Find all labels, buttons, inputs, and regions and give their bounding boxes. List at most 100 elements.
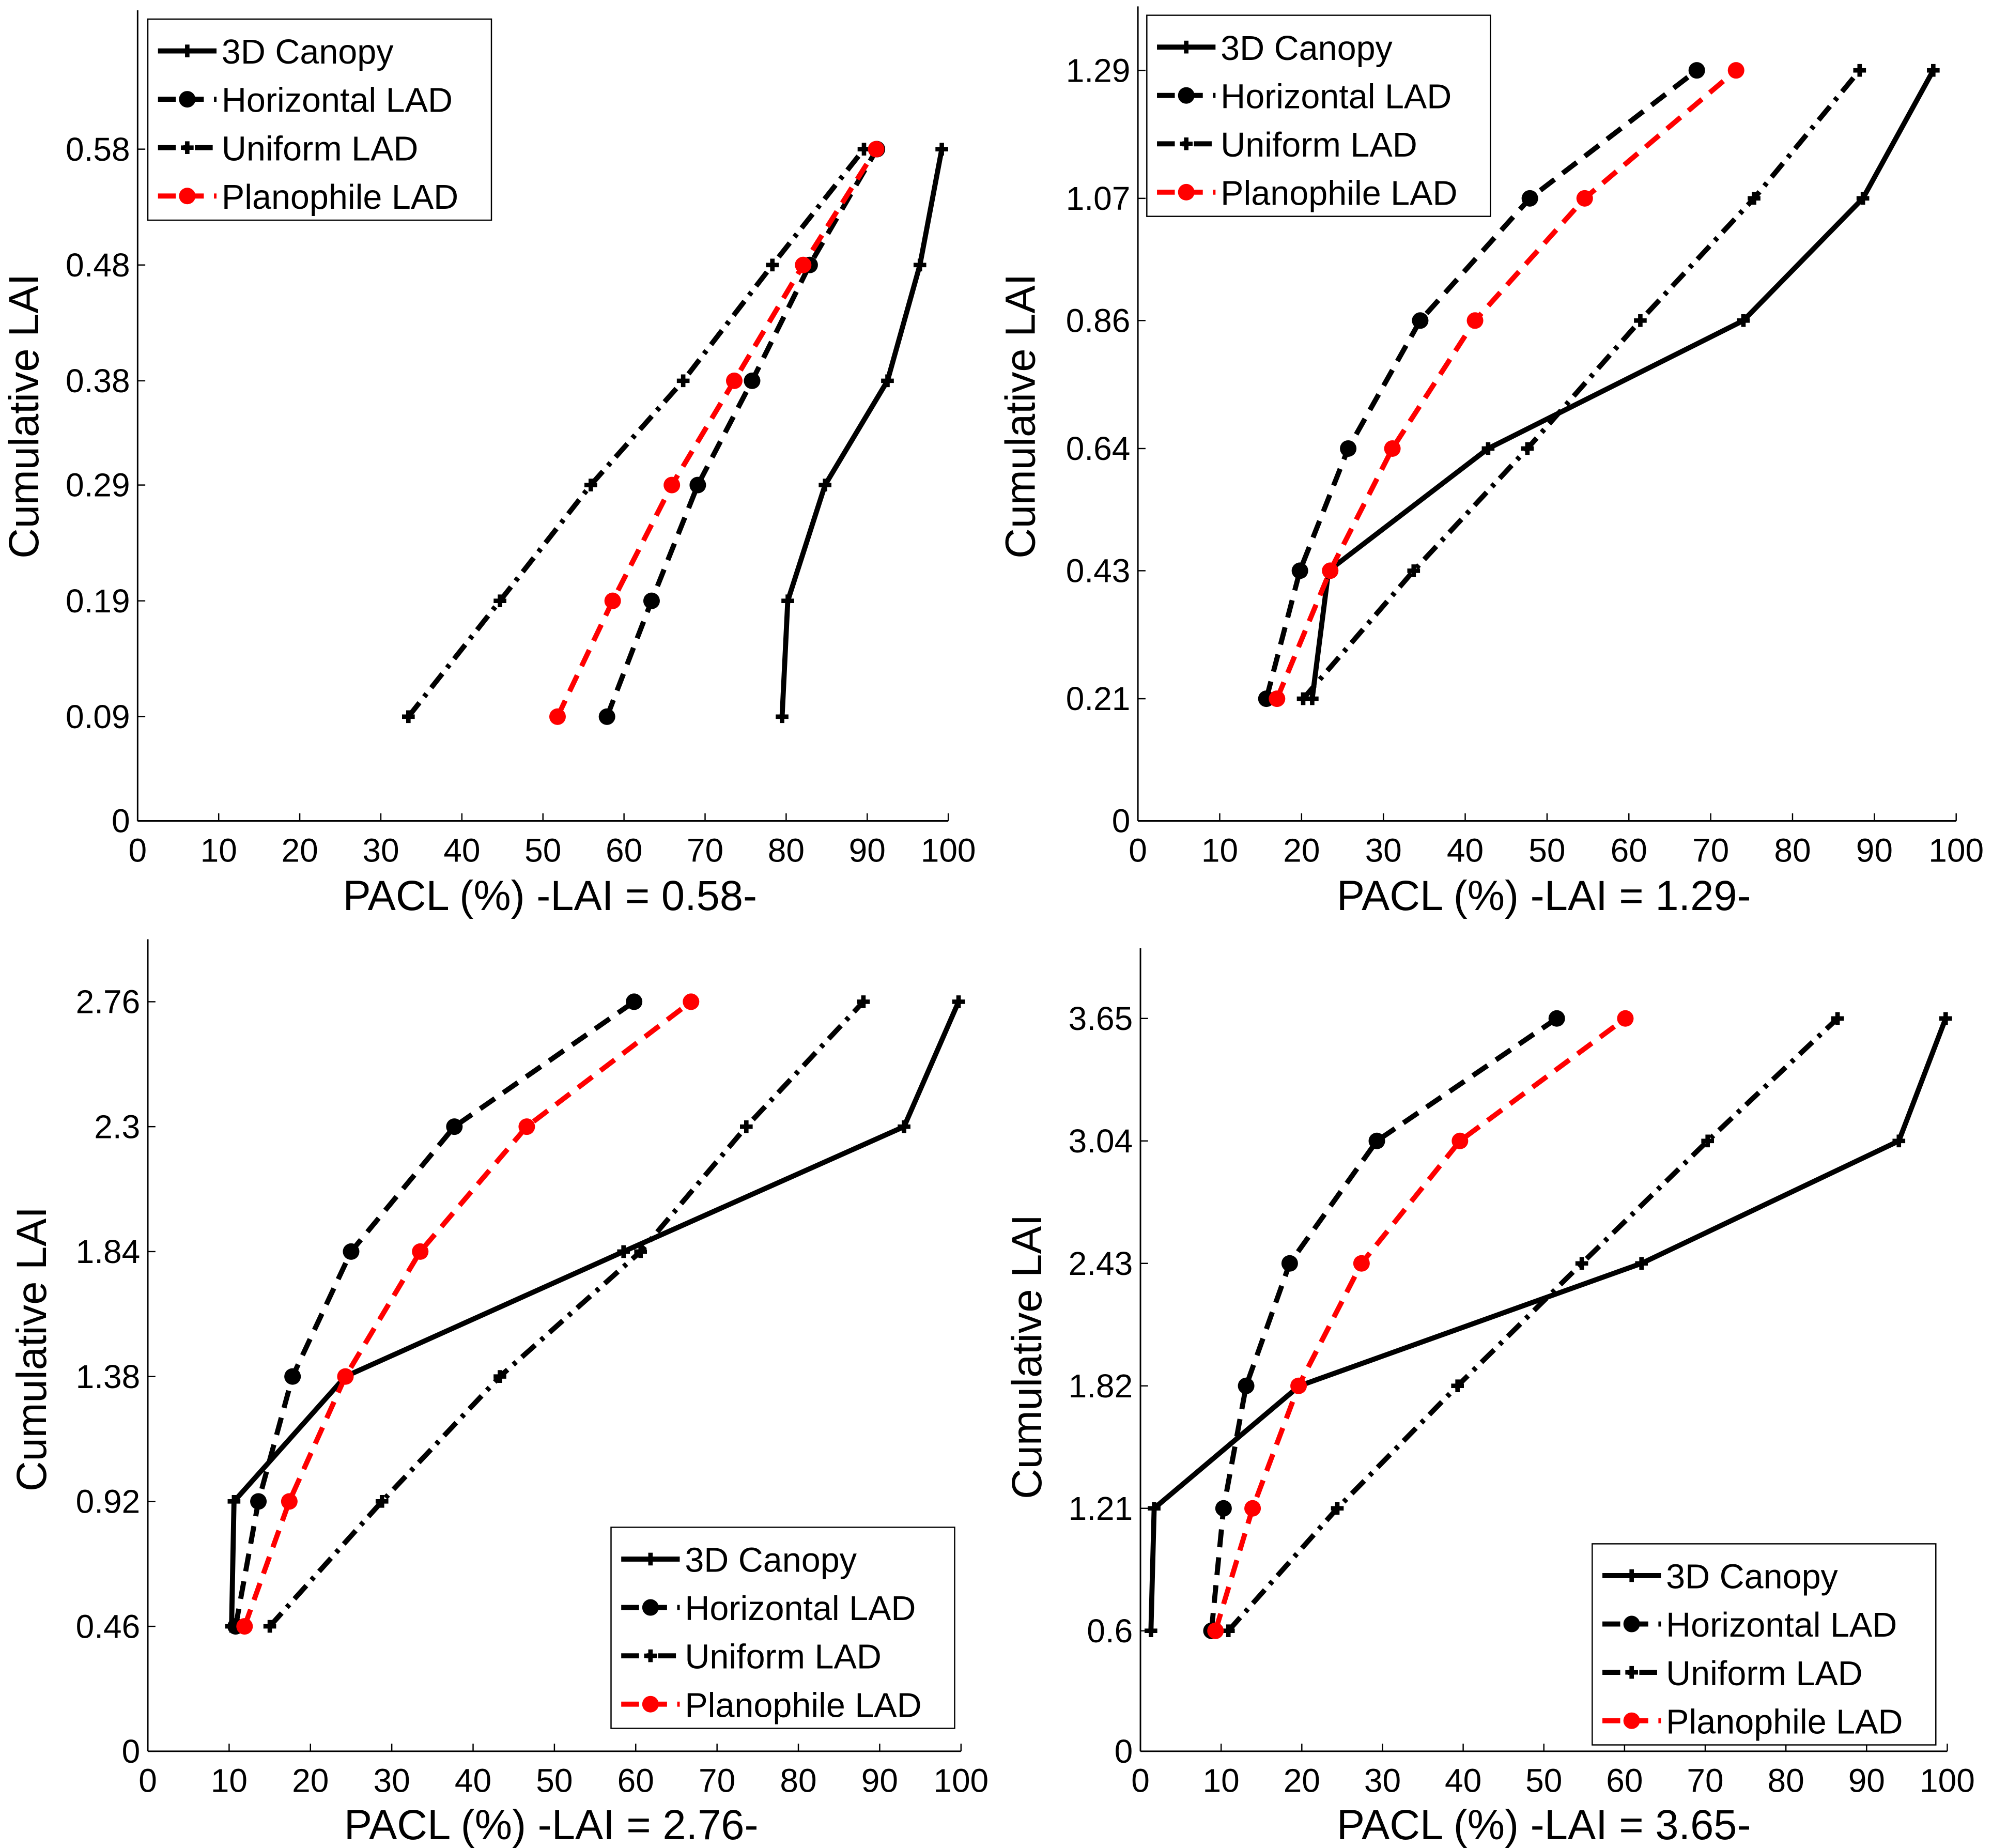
x-tick-label: 100 <box>1928 831 1984 869</box>
planophile-lad-circle-marker <box>663 476 681 494</box>
3d-canopy-plus-marker <box>1481 442 1495 455</box>
uniform-lad-line <box>1301 69 1862 701</box>
y-tick-label: 1.21 <box>1069 1490 1133 1527</box>
x-tick-label: 0 <box>1131 1762 1150 1799</box>
planophile-lad-line <box>242 999 693 1627</box>
uniform-lad-plus-marker <box>1521 442 1534 455</box>
3d-canopy-plus-marker <box>898 1120 910 1133</box>
planophile-lad-circle-marker <box>337 1368 354 1385</box>
horizontal-lad-circle-marker <box>1521 190 1538 207</box>
legend-label: Uniform LAD <box>222 130 419 168</box>
legend-label: 3D Canopy <box>685 1542 857 1580</box>
x-tick-label: 0 <box>138 1762 157 1799</box>
series-planophile-lad <box>236 993 700 1635</box>
horizontal-lad-circle-marker <box>1281 1255 1298 1272</box>
3d-canopy-plus-marker <box>1892 1134 1906 1148</box>
chart-panel-1: 0 10 20 30 40 50 60 70 80 90 100 0 0.09 0.19 0.29 0.38 0… <box>1 10 976 919</box>
planophile-lad-circle-marker <box>604 592 621 609</box>
y-tick-label: 0.46 <box>76 1608 141 1645</box>
x-tick-label: 40 <box>1445 1762 1481 1799</box>
y-tick-label: 0.48 <box>66 247 130 284</box>
legend-horizontal-lad-circle-marker <box>642 1599 659 1616</box>
y-tick-label: 0.09 <box>66 698 130 735</box>
uniform-lad-plus-marker <box>1575 1257 1588 1270</box>
series-horizontal-lad <box>227 993 643 1635</box>
horizontal-lad-circle-marker <box>1291 562 1308 579</box>
planophile-lad-circle-marker <box>1244 1500 1261 1517</box>
x-tick-label: 80 <box>768 831 805 869</box>
x-tick-label: 50 <box>536 1762 573 1799</box>
planophile-lad-circle-marker <box>281 1493 298 1510</box>
3d-canopy-plus-marker <box>913 258 926 272</box>
uniform-lad-plus-marker <box>1296 692 1310 705</box>
x-tick-label: 70 <box>1692 831 1729 869</box>
horizontal-lad-circle-marker <box>1368 1132 1385 1149</box>
legend-label: Planophile LAD <box>685 1686 921 1724</box>
3d-canopy-plus-marker <box>952 995 965 1008</box>
uniform-lad-plus-marker <box>493 1370 506 1383</box>
planophile-lad-circle-marker <box>1576 190 1593 207</box>
legend-label: Planophile LAD <box>1666 1703 1903 1741</box>
x-tick-label: 70 <box>1687 1762 1723 1799</box>
x-tick-label: 20 <box>292 1762 329 1799</box>
x-tick-label: 60 <box>606 831 642 869</box>
uniform-lad-plus-marker <box>1451 1379 1464 1393</box>
y-tick-label: 0 <box>122 1733 141 1770</box>
horizontal-lad-circle-marker <box>1340 440 1357 457</box>
y-tick-label: 0.86 <box>1066 302 1131 339</box>
horizontal-lad-circle-marker <box>1688 62 1705 79</box>
series-uniform-lad <box>1222 1012 1844 1638</box>
y-axis-label: Cumulative LAI <box>1 274 48 559</box>
series-planophile-lad <box>1207 1010 1634 1639</box>
x-axis-label: PACL (%) -LAI = 1.29- <box>1337 872 1751 919</box>
uniform-lad-plus-marker <box>493 594 506 608</box>
legend: 3D Canopy Horizontal LAD Uniform LAD Planop… <box>1146 14 1491 217</box>
horizontal-lad-circle-marker <box>284 1368 301 1385</box>
x-tick-label: 90 <box>849 831 886 869</box>
x-tick-label: 100 <box>1920 1762 1975 1799</box>
y-axis-label: Cumulative LAI <box>8 1207 55 1491</box>
legend-3d-canopy-plus-marker <box>181 44 194 57</box>
3d-canopy-plus-marker <box>1927 64 1940 77</box>
y-tick-label: 1.38 <box>76 1358 141 1395</box>
x-tick-label: 90 <box>1856 831 1893 869</box>
series-uniform-lad <box>263 995 870 1633</box>
legend-label: Horizontal LAD <box>685 1590 916 1628</box>
x-tick-label: 40 <box>443 831 480 869</box>
x-tick-label: 80 <box>1774 831 1811 869</box>
planophile-lad-circle-marker <box>1322 562 1339 579</box>
3d-canopy-plus-marker <box>1635 1257 1648 1270</box>
uniform-lad-line <box>268 1000 866 1628</box>
3d-canopy-line <box>1309 69 1936 699</box>
y-tick-label: 2.43 <box>1069 1245 1133 1282</box>
3d-canopy-plus-marker <box>1737 314 1750 327</box>
horizontal-lad-circle-marker <box>689 476 706 494</box>
3d-canopy-plus-marker <box>881 374 894 388</box>
horizontal-lad-circle-marker <box>250 1493 267 1510</box>
y-tick-label: 0.19 <box>66 582 130 620</box>
y-tick-label: 0 <box>1112 803 1131 840</box>
legend: 3D Canopy Horizontal LAD Uniform LAD Planop… <box>610 1527 955 1729</box>
3d-canopy-line <box>779 148 945 717</box>
legend-horizontal-lad-circle-marker <box>179 91 196 108</box>
x-tick-label: 60 <box>1606 1762 1643 1799</box>
uniform-lad-plus-marker <box>857 995 870 1008</box>
legend-planophile-lad-circle-marker <box>642 1696 659 1713</box>
legend-uniform-lad-plus-marker <box>1180 137 1193 150</box>
legend-planophile-lad-circle-marker <box>179 188 196 205</box>
legend-label: Horizontal LAD <box>222 82 453 120</box>
3d-canopy-plus-marker <box>617 1245 630 1258</box>
planophile-lad-circle-marker <box>518 1118 535 1135</box>
planophile-lad-circle-marker <box>1727 62 1744 79</box>
series-3d-canopy <box>776 143 948 723</box>
x-axis-label: PACL (%) -LAI = 3.65- <box>1337 1801 1751 1848</box>
x-tick-label: 60 <box>1611 831 1647 869</box>
series-horizontal-lad <box>1258 62 1705 707</box>
y-tick-label: 1.84 <box>76 1233 141 1270</box>
series-3d-canopy <box>1306 64 1940 705</box>
3d-canopy-plus-marker <box>1148 1502 1161 1515</box>
3d-canopy-plus-marker <box>776 710 789 723</box>
legend-3d-canopy-plus-marker <box>1625 1569 1638 1582</box>
legend-uniform-lad-plus-marker <box>181 141 194 154</box>
